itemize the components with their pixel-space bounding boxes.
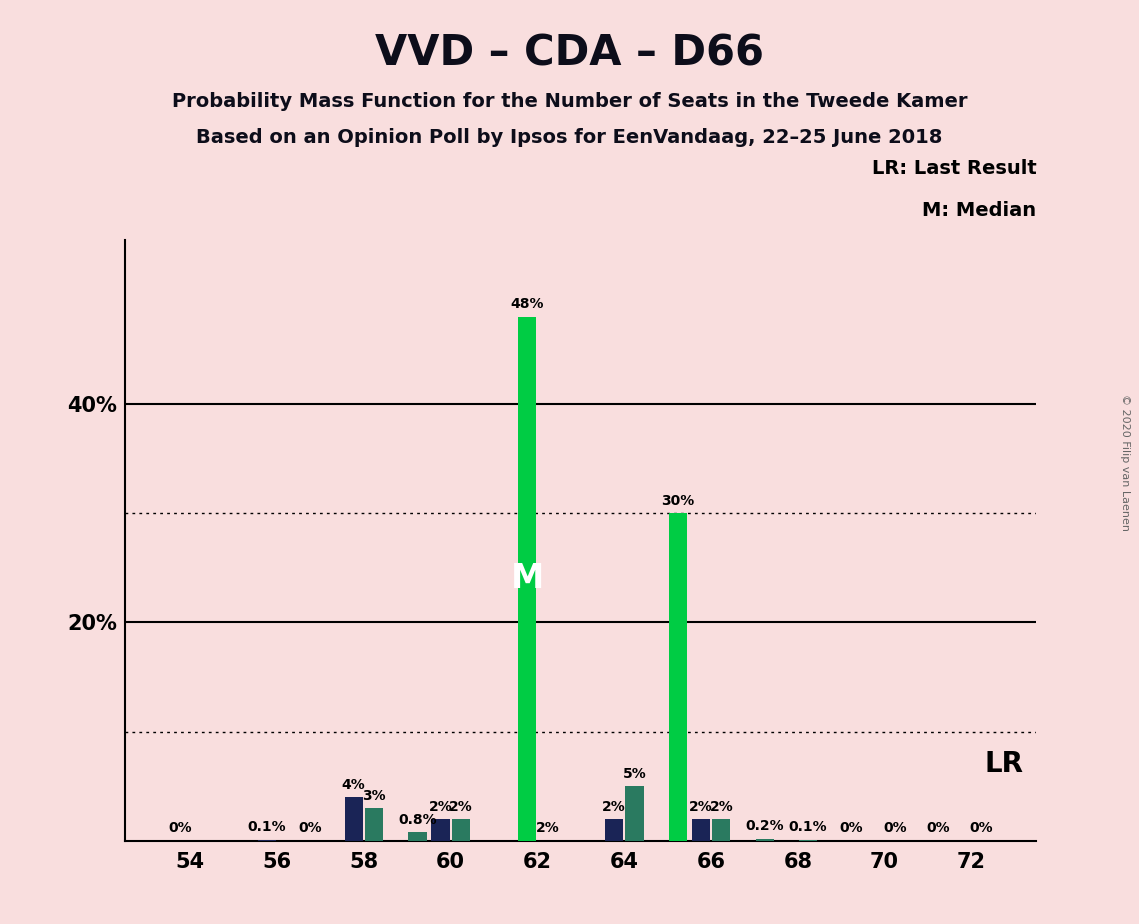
Text: M: Median: M: Median xyxy=(923,201,1036,220)
Bar xyxy=(345,797,363,841)
Text: Probability Mass Function for the Number of Seats in the Tweede Kamer: Probability Mass Function for the Number… xyxy=(172,92,967,112)
Text: 2%: 2% xyxy=(449,799,473,813)
Text: 2%: 2% xyxy=(603,799,626,813)
Text: 0%: 0% xyxy=(883,821,907,835)
Text: 0.2%: 0.2% xyxy=(745,820,784,833)
Text: VVD – CDA – D66: VVD – CDA – D66 xyxy=(375,32,764,74)
Text: 0%: 0% xyxy=(298,821,322,835)
Text: 0.1%: 0.1% xyxy=(788,821,827,834)
Text: LR: Last Result: LR: Last Result xyxy=(871,159,1036,178)
Text: 0.1%: 0.1% xyxy=(247,821,286,834)
Bar xyxy=(452,819,470,841)
Text: 4%: 4% xyxy=(342,778,366,792)
Text: 30%: 30% xyxy=(662,493,695,508)
Bar xyxy=(364,808,383,841)
Bar xyxy=(798,840,817,841)
Text: 3%: 3% xyxy=(362,788,386,803)
Bar xyxy=(518,317,536,841)
Bar xyxy=(432,819,450,841)
Text: M: M xyxy=(510,563,544,595)
Text: 0%: 0% xyxy=(969,821,993,835)
Text: 0%: 0% xyxy=(926,821,950,835)
Text: 0.8%: 0.8% xyxy=(399,812,437,827)
Bar xyxy=(625,786,644,841)
Text: LR: LR xyxy=(984,750,1024,778)
Text: 2%: 2% xyxy=(689,799,713,813)
Bar xyxy=(691,819,710,841)
Text: Based on an Opinion Poll by Ipsos for EenVandaag, 22–25 June 2018: Based on an Opinion Poll by Ipsos for Ee… xyxy=(196,128,943,147)
Bar xyxy=(409,833,427,841)
Text: 0%: 0% xyxy=(169,821,192,835)
Text: 2%: 2% xyxy=(428,799,452,813)
Bar xyxy=(755,839,773,841)
Text: 0%: 0% xyxy=(839,821,863,835)
Text: © 2020 Filip van Laenen: © 2020 Filip van Laenen xyxy=(1121,394,1130,530)
Text: 5%: 5% xyxy=(623,767,646,781)
Text: 48%: 48% xyxy=(510,298,544,311)
Bar xyxy=(605,819,623,841)
Bar xyxy=(712,819,730,841)
Bar xyxy=(669,513,687,841)
Bar xyxy=(257,840,276,841)
Text: 2%: 2% xyxy=(535,821,559,835)
Text: 2%: 2% xyxy=(710,799,734,813)
